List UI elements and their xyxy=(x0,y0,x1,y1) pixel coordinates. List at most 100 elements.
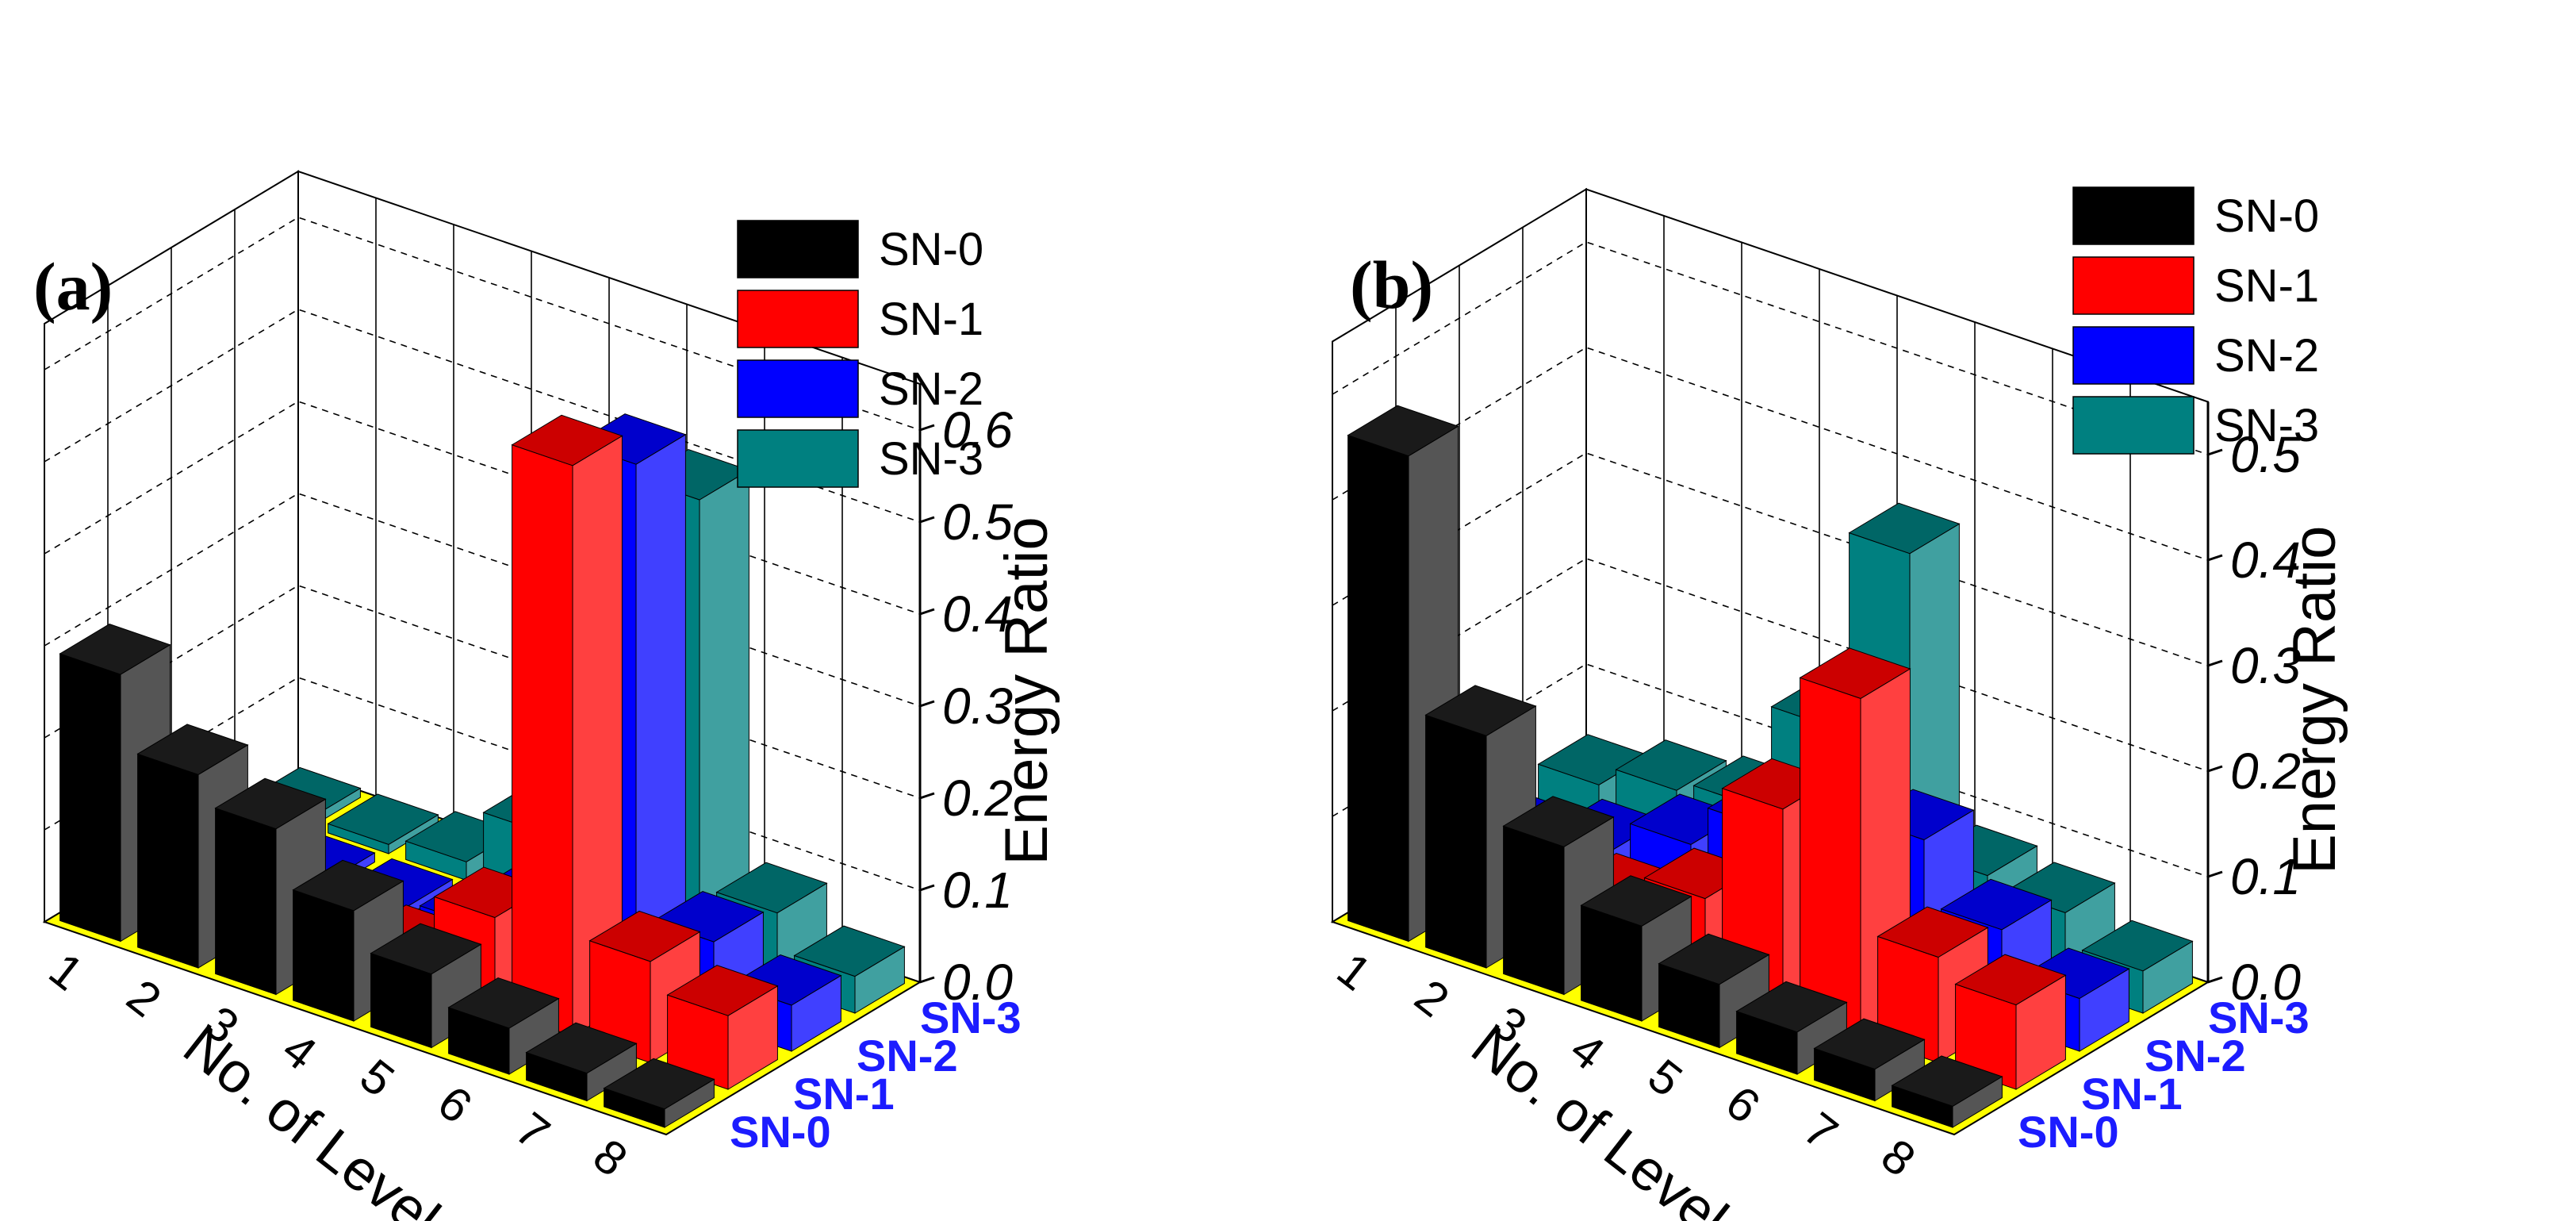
bar-sn-0-level-8 xyxy=(603,1058,715,1128)
z-tick-label: 0.2 xyxy=(2230,743,2301,800)
z-tick-mark xyxy=(2207,554,2223,562)
x-tick-label: 6 xyxy=(428,1075,482,1133)
bar-face-top xyxy=(447,977,560,1029)
panel-label: (b) xyxy=(1350,247,1433,323)
z-tick-mark xyxy=(919,700,935,708)
z-tick-mark xyxy=(2207,870,2223,878)
x-tick-label: 6 xyxy=(1716,1075,1770,1133)
bar-face-top xyxy=(1891,1055,2003,1107)
legend-label: SN-2 xyxy=(2214,330,2319,382)
x-tick-label: 8 xyxy=(584,1128,638,1186)
z-tick-mark xyxy=(919,884,935,892)
legend-swatch-sn-3 xyxy=(737,429,859,488)
legend-swatch-sn-0 xyxy=(737,220,859,278)
legend: SN-0 SN-1 SN-2 SN-3 xyxy=(737,220,983,488)
z-axis: 0.0 0.1 0.2 0.3 0.4 0.5 0.6 Energy Ratio xyxy=(918,384,1060,1011)
x-tick-label: 2 xyxy=(117,969,171,1027)
x-tick-label: 1 xyxy=(40,943,94,1000)
bar-face-top xyxy=(1502,796,1615,847)
bar-face-top xyxy=(793,925,906,977)
legend-swatch-sn-2 xyxy=(2072,326,2195,385)
y-tick-label: SN-1 xyxy=(793,1069,895,1119)
z-tick-mark xyxy=(2207,765,2223,773)
bar-face-top xyxy=(511,414,623,467)
z-axis: 0.0 0.1 0.2 0.3 0.4 0.5 Energy Ratio xyxy=(2206,401,2348,1011)
bar-face-top xyxy=(666,965,779,1016)
bar-face-top xyxy=(603,1058,715,1110)
legend-swatch-sn-2 xyxy=(737,359,859,418)
bar-face-top xyxy=(214,778,327,830)
z-tick-label: 0.4 xyxy=(942,586,1013,643)
legend-swatch-sn-3 xyxy=(2072,396,2195,455)
bar-sn-0-level-7 xyxy=(1813,1018,1926,1102)
z-tick-mark xyxy=(919,976,935,984)
bar-face-top xyxy=(1876,906,1989,958)
bar-face-top xyxy=(1799,647,1911,699)
legend-label: SN-3 xyxy=(2214,400,2319,451)
legend-label: SN-3 xyxy=(879,433,983,485)
z-tick-label: 0.1 xyxy=(2230,848,2301,905)
bar-face-top xyxy=(588,910,701,962)
z-tick-mark xyxy=(919,792,935,800)
y-tick-label: SN-2 xyxy=(2145,1031,2246,1081)
z-tick-label: 0.0 xyxy=(2230,954,2301,1011)
bar-face-top xyxy=(1848,502,1961,555)
bar-face-top xyxy=(2081,920,2194,972)
bar-face-top xyxy=(1940,878,2053,931)
bar-face-top xyxy=(292,859,404,912)
bar-sn-0-level-6 xyxy=(1735,981,1848,1075)
x-tick-label: 7 xyxy=(506,1102,560,1160)
bar-face-top xyxy=(136,724,249,775)
x-tick-label: 8 xyxy=(1872,1128,1926,1186)
grid-line-horizontal xyxy=(44,493,921,707)
z-tick-label: 0.5 xyxy=(942,493,1013,551)
bar-face-top xyxy=(327,793,439,845)
y-tick-label: SN-3 xyxy=(920,993,1022,1042)
bar-face-front xyxy=(1503,825,1565,996)
y-tick-label: SN-0 xyxy=(730,1107,831,1157)
grid-line-horizontal xyxy=(44,401,921,615)
z-tick-mark xyxy=(919,424,935,432)
grid-line-horizontal xyxy=(1332,241,2209,455)
y-tick-label: SN-3 xyxy=(2208,993,2310,1042)
bars xyxy=(59,413,906,1128)
bar-sn-1-level-8 xyxy=(1954,954,2067,1090)
bar-face-front xyxy=(1800,677,1861,1037)
bar-sn-0-level-1 xyxy=(1347,405,1459,943)
bar-sn-1-level-8 xyxy=(666,965,779,1090)
z-tick-label: 0.2 xyxy=(942,770,1013,827)
bar-face-front xyxy=(215,807,277,996)
y-axis: SN-0SN-1SN-2SN-3 xyxy=(730,993,1022,1157)
z-tick-mark xyxy=(919,516,935,524)
bar-face-top xyxy=(1615,739,1727,791)
bar-sn-0-level-7 xyxy=(525,1022,638,1102)
legend-swatch-sn-1 xyxy=(2072,256,2195,315)
x-tick-label: 7 xyxy=(1794,1102,1848,1160)
z-tick-label: 0.6 xyxy=(942,401,1013,459)
bar-face-front xyxy=(512,444,573,1037)
z-tick-label: 0.4 xyxy=(2230,532,2301,589)
z-axis-label: Energy Ratio xyxy=(993,516,1060,865)
bar-face-top xyxy=(1658,933,1770,985)
grid-line-horizontal xyxy=(44,309,921,523)
bar-face-front xyxy=(293,889,355,1022)
z-tick-mark xyxy=(2207,976,2223,984)
bar-face-top xyxy=(1813,1018,1926,1070)
bar-sn-0-level-6 xyxy=(447,977,560,1075)
bar-face-top xyxy=(1580,875,1692,927)
bar-face-top xyxy=(525,1022,638,1074)
panel-label: (a) xyxy=(33,248,113,324)
y-tick-label: SN-2 xyxy=(857,1031,958,1081)
z-tick-label: 0.3 xyxy=(942,678,1013,735)
bar-face-top xyxy=(715,862,828,914)
bar-face-front xyxy=(1425,714,1487,969)
bar-face-top xyxy=(1347,405,1459,457)
legend-swatch-sn-0 xyxy=(2072,186,2195,245)
z-axis-label: Energy Ratio xyxy=(2281,526,2348,874)
bar-face-top xyxy=(1735,981,1848,1033)
z-tick-label: 0.3 xyxy=(2230,637,2301,694)
bar-face-top xyxy=(370,923,482,975)
bar-face-top xyxy=(1424,685,1537,736)
